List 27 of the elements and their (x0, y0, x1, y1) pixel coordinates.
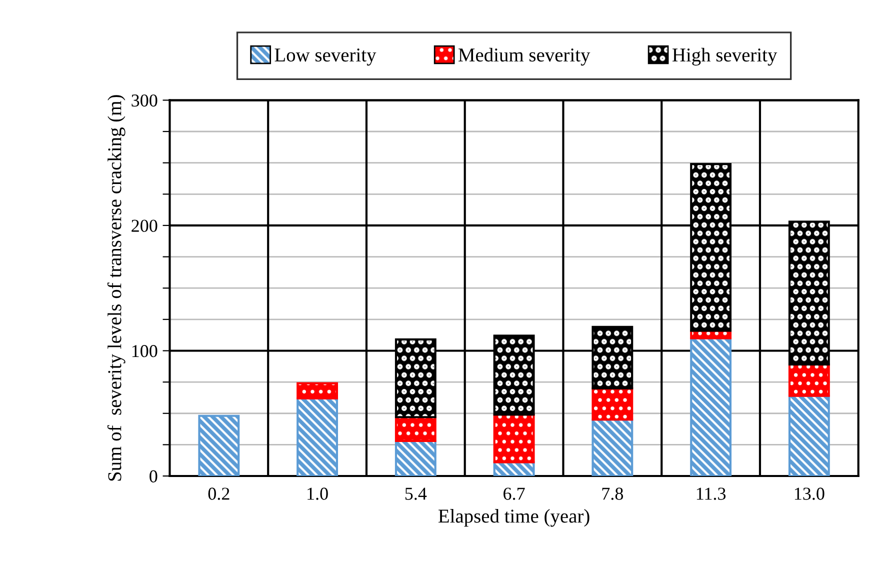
legend-label: Medium severity (458, 48, 590, 66)
y-tick-label: 200 (132, 220, 158, 232)
y-tick-label: 300 (132, 94, 158, 107)
y-axis-title: Sum of severity levels of transverse cracking (m) (107, 95, 126, 481)
x-tick-label: 6.7 (504, 488, 525, 500)
bar (592, 387, 634, 421)
bar (394, 440, 436, 476)
x-tick-label: 7.8 (602, 488, 624, 500)
bar (296, 382, 338, 400)
y-tick-label: 100 (132, 344, 158, 358)
bar (394, 416, 436, 442)
bar (690, 337, 732, 476)
legend-label: Low severity (274, 48, 376, 66)
x-tick-label: 1.0 (308, 488, 328, 500)
x-tick-label: 0.2 (208, 488, 230, 500)
bar (592, 418, 634, 476)
x-tick-label: 11.3 (696, 488, 726, 500)
bar (788, 394, 830, 476)
bar (296, 397, 338, 476)
bar (788, 363, 830, 397)
y-tick-label: 0 (150, 470, 158, 482)
x-axis-title: Elapsed time (year) (438, 509, 590, 527)
bar (493, 414, 535, 464)
legend-label: High severity (672, 48, 778, 66)
x-tick-label: 13.0 (794, 488, 824, 500)
bar (198, 414, 240, 476)
x-tick-label: 5.4 (405, 488, 427, 500)
